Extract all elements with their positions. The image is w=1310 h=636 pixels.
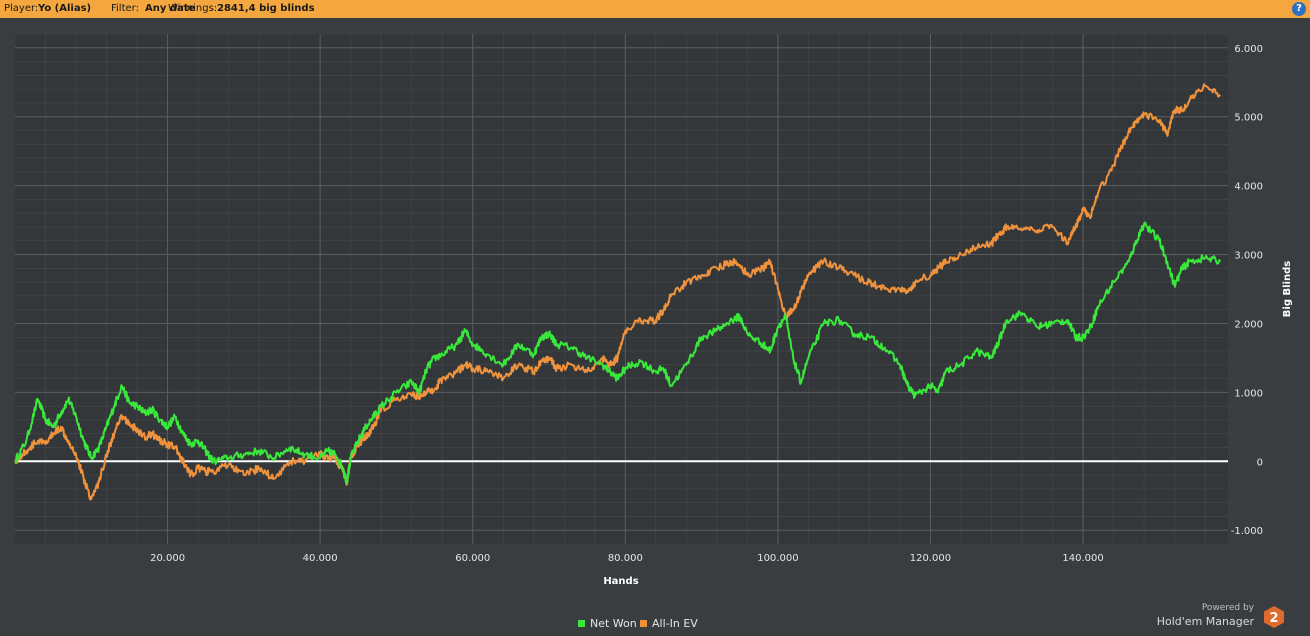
player-name: Yo (Alias) bbox=[38, 3, 92, 14]
x-tick-label: 20.000 bbox=[150, 553, 185, 564]
y-tick-label: 2.000 bbox=[1234, 319, 1263, 330]
y-tick-label: 6.000 bbox=[1234, 44, 1263, 55]
x-tick-label: 60.000 bbox=[455, 553, 490, 564]
series-line-all-in-ev bbox=[14, 83, 1221, 501]
legend-swatch-net-won bbox=[578, 619, 585, 627]
x-tick-label: 140.000 bbox=[1062, 553, 1103, 564]
chart-legend: Net Won All-In EV bbox=[0, 617, 1310, 633]
y-tick-label: 5.000 bbox=[1234, 113, 1263, 124]
filter-label: Filter: bbox=[111, 3, 139, 14]
legend-item-all-in-ev[interactable]: All-In EV bbox=[640, 617, 698, 630]
y-tick-label: -1.000 bbox=[1231, 526, 1263, 537]
y-axis-ticks: -1.000 0 1.000 2.000 3.000 4.000 5.000 6.000 bbox=[1231, 44, 1263, 537]
x-axis-title: Hands bbox=[603, 576, 638, 587]
product-name: Hold'em Manager bbox=[1156, 615, 1254, 628]
x-tick-label: 120.000 bbox=[910, 553, 951, 564]
x-tick-label: 40.000 bbox=[303, 553, 338, 564]
legend-swatch-all-in-ev bbox=[640, 619, 647, 627]
legend-label-net-won: Net Won bbox=[590, 617, 637, 630]
winnings-label: Winnings: bbox=[168, 3, 218, 14]
powered-by-text: Powered by bbox=[1201, 603, 1254, 613]
player-label: Player: bbox=[4, 3, 39, 14]
series bbox=[14, 83, 1222, 501]
winnings-value: 2841,4 big blinds bbox=[217, 0, 315, 18]
y-axis-title: Big Blinds bbox=[1282, 261, 1293, 317]
y-tick-label: 4.000 bbox=[1234, 182, 1263, 193]
logo-badge-text: 2 bbox=[1269, 611, 1278, 626]
x-axis-ticks: 20.000 40.000 60.000 80.000 100.000 120.000 14… bbox=[150, 553, 1104, 564]
player-value: Yo (Alias) bbox=[38, 0, 91, 18]
y-tick-label: 1.000 bbox=[1234, 388, 1263, 399]
x-tick-label: 100.000 bbox=[757, 553, 798, 564]
x-tick-label: 80.000 bbox=[608, 553, 643, 564]
y-tick-label: 0 bbox=[1257, 457, 1263, 468]
legend-label-all-in-ev: All-In EV bbox=[652, 617, 698, 630]
y-tick-label: 3.000 bbox=[1234, 251, 1263, 262]
legend-item-net-won[interactable]: Net Won bbox=[578, 617, 637, 630]
winnings-text: 2841,4 big blinds bbox=[217, 3, 315, 14]
branding: Powered by Hold'em Manager 2 bbox=[1152, 603, 1302, 633]
filter-text: Any date bbox=[145, 3, 196, 14]
filter-value: Any date bbox=[145, 0, 195, 18]
header-bar: Player: Yo (Alias) Filter: Any date Winn… bbox=[0, 0, 1310, 18]
hem-logo-icon: 2 bbox=[1264, 606, 1284, 628]
series-line-net-won bbox=[14, 221, 1222, 485]
question-icon[interactable]: ? bbox=[1292, 2, 1306, 16]
